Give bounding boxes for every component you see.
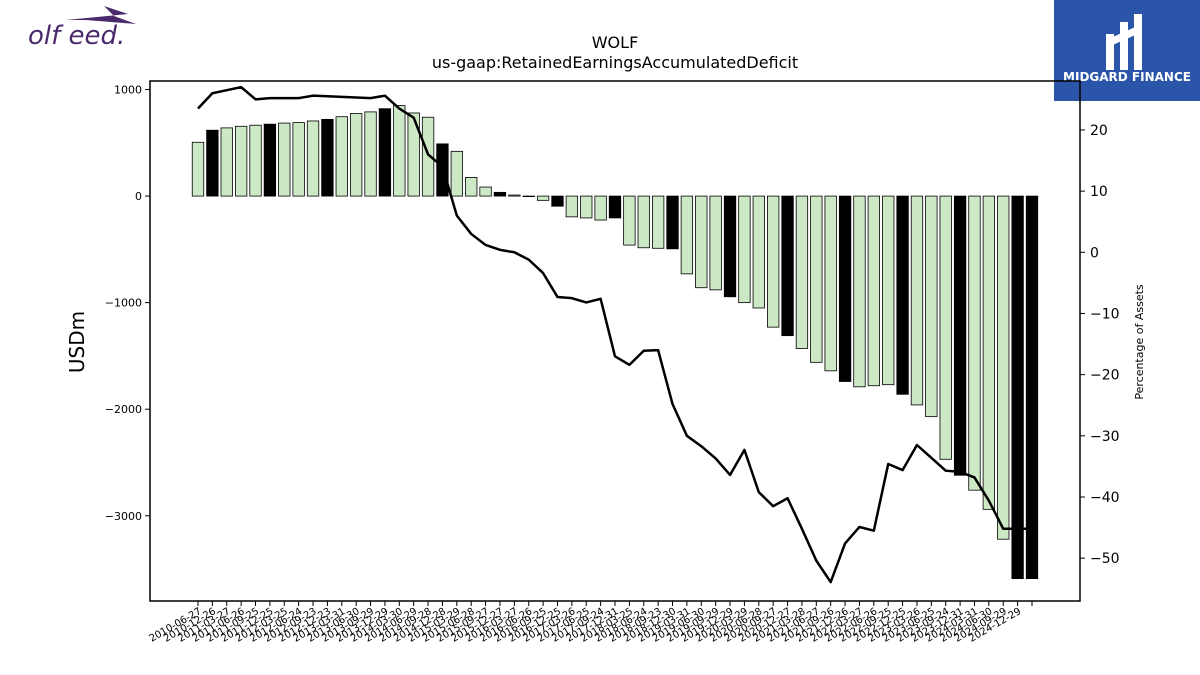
- bar: [781, 195, 794, 337]
- bar: [565, 195, 579, 218]
- bar: [450, 150, 463, 197]
- bar: [522, 195, 535, 198]
- y-tick-label: −3000: [105, 510, 142, 523]
- bar: [824, 195, 837, 372]
- y2-tick-label: 0: [1090, 245, 1099, 261]
- y2-tick-label: −10: [1090, 306, 1120, 322]
- bar: [249, 124, 262, 197]
- bar: [493, 191, 507, 197]
- y-tick-label: 0: [135, 190, 142, 203]
- bar: [982, 195, 996, 510]
- chart-subtitle: us-gaap:RetainedEarningsAccumulatedDefic…: [432, 53, 798, 72]
- bar: [306, 120, 320, 197]
- y-axis-label-right: Percentage of Assets: [1133, 284, 1146, 400]
- y-axis-label-left: USDm: [65, 311, 89, 373]
- bars-layer: [191, 105, 1039, 580]
- bar: [752, 195, 765, 309]
- bar: [421, 116, 435, 197]
- y2-tick-label: −30: [1090, 429, 1120, 445]
- bar: [637, 195, 650, 249]
- bar: [810, 195, 823, 363]
- bar: [953, 195, 967, 476]
- bar: [536, 195, 550, 201]
- bar: [407, 112, 420, 197]
- bar: [853, 195, 866, 388]
- bar: [651, 195, 665, 249]
- y-tick-label: −2000: [105, 403, 142, 416]
- axes-layer: 1000 0 −1000 −2000 −3000 20 10 0 −10 −20 −30 −40 −50…: [105, 80, 1120, 645]
- bar: [335, 116, 348, 197]
- olfeed-logo-text: olf eed.: [28, 21, 125, 51]
- bar: [767, 195, 780, 328]
- bar: [623, 195, 636, 246]
- y2-tick-label: −50: [1090, 551, 1120, 567]
- bar: [795, 195, 809, 349]
- bar: [263, 123, 277, 197]
- bar: [997, 195, 1010, 540]
- midgard-emblem-icon: [1106, 14, 1142, 70]
- bar: [234, 125, 248, 197]
- bar: [594, 195, 607, 221]
- bar: [378, 108, 392, 197]
- bar: [508, 194, 521, 197]
- y-tick-label: 1000: [114, 84, 142, 97]
- bar: [1025, 195, 1039, 580]
- bar: [896, 195, 909, 395]
- bar: [191, 141, 205, 197]
- bar: [882, 195, 895, 386]
- bar: [393, 105, 406, 197]
- bar: [666, 195, 679, 250]
- y-tick-label: −1000: [105, 297, 142, 310]
- bar: [925, 195, 938, 418]
- bar: [968, 195, 981, 491]
- bar: [551, 195, 564, 207]
- bar: [465, 177, 478, 197]
- bar: [738, 195, 751, 304]
- bar: [680, 195, 694, 275]
- chart-title: WOLF: [592, 33, 639, 52]
- bar: [695, 195, 708, 289]
- bar: [350, 113, 363, 197]
- bar: [1011, 195, 1024, 580]
- y2-tick-label: −40: [1090, 490, 1120, 506]
- bar: [364, 111, 377, 197]
- wolf-swoosh-icon: [66, 6, 136, 24]
- bar: [910, 195, 924, 406]
- bar: [580, 195, 593, 219]
- bar: [838, 195, 852, 382]
- bar: [479, 186, 492, 197]
- bar: [206, 129, 219, 197]
- y2-tick-label: 20: [1090, 123, 1108, 139]
- bar: [867, 195, 880, 387]
- midgard-finance-logo: MIDGARD FINANCE: [1054, 0, 1200, 101]
- bar: [608, 195, 622, 219]
- y2-tick-label: −20: [1090, 368, 1120, 384]
- bar: [278, 122, 291, 197]
- bar: [723, 195, 737, 298]
- bar: [939, 195, 952, 460]
- bar: [292, 122, 305, 197]
- y2-tick-label: 10: [1090, 184, 1108, 200]
- midgard-logo-text: MIDGARD FINANCE: [1063, 70, 1191, 84]
- olfeed-logo: olf eed.: [28, 6, 136, 51]
- bar: [321, 118, 334, 197]
- percentage-line: [197, 85, 1032, 584]
- bar: [220, 127, 233, 197]
- bar: [709, 195, 722, 291]
- line-layer: [197, 85, 1032, 584]
